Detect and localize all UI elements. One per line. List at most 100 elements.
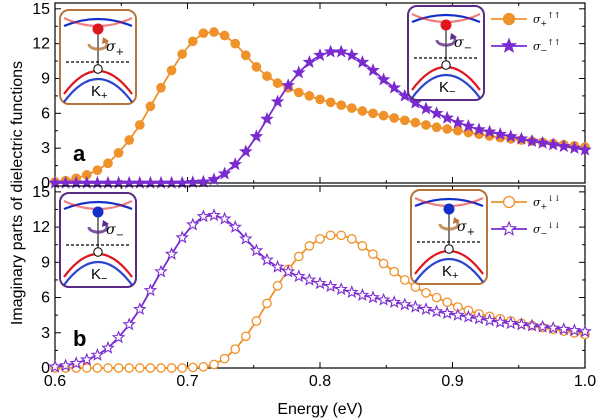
hole-circle xyxy=(441,60,451,70)
data-point xyxy=(578,324,592,338)
y-tick-label: 9 xyxy=(41,254,50,271)
data-point xyxy=(442,124,453,134)
inset-valley-label: K− xyxy=(91,266,107,285)
data-point xyxy=(346,103,357,113)
legend-marker xyxy=(502,12,516,26)
data-point xyxy=(209,359,219,370)
data-point xyxy=(304,91,315,101)
data-point xyxy=(145,363,156,373)
inset-valley-label: K− xyxy=(439,79,455,98)
data-point xyxy=(69,356,83,370)
conduction-band-upper xyxy=(414,197,484,208)
data-point xyxy=(124,135,135,145)
data-point xyxy=(461,118,476,132)
data-point xyxy=(346,233,357,244)
electron-dot xyxy=(92,206,104,218)
data-point xyxy=(325,230,336,241)
data-point xyxy=(366,63,380,77)
data-point xyxy=(48,175,62,189)
data-point xyxy=(281,78,295,92)
data-point xyxy=(504,129,518,143)
data-point xyxy=(186,175,200,189)
data-point xyxy=(334,282,348,296)
data-point xyxy=(198,361,209,372)
inset-a-right: σ− K− xyxy=(407,5,485,101)
data-point xyxy=(228,157,242,171)
data-point xyxy=(270,94,285,108)
circular-polarization-arrow xyxy=(438,219,460,231)
data-point xyxy=(251,62,262,72)
data-point xyxy=(431,122,442,133)
data-point xyxy=(315,233,325,244)
legend: σ+↓↓ σ−↓↓ xyxy=(491,194,561,238)
arrowhead-icon xyxy=(453,217,460,224)
circular-polarization-arrow xyxy=(435,35,457,47)
data-point xyxy=(209,27,219,37)
series-1 xyxy=(48,44,592,189)
data-point xyxy=(48,359,62,373)
circular-polarization-arrow xyxy=(87,39,109,51)
data-point xyxy=(81,363,92,373)
data-point xyxy=(325,97,336,108)
data-point xyxy=(482,124,497,138)
data-point xyxy=(355,288,370,301)
hole-circle xyxy=(93,247,103,257)
data-point xyxy=(103,158,113,169)
data-point xyxy=(122,317,136,331)
electron-dot xyxy=(92,23,104,35)
valence-band-lower xyxy=(414,257,484,283)
conduction-band-upper xyxy=(411,13,481,24)
arrowhead-icon xyxy=(102,37,109,44)
inset-valley-label: K+ xyxy=(442,263,458,282)
data-point xyxy=(133,302,147,316)
data-point xyxy=(345,285,359,299)
circular-polarization-arrow xyxy=(87,222,109,234)
data-point xyxy=(376,72,391,86)
data-point xyxy=(177,363,188,373)
data-point xyxy=(156,363,166,373)
data-point xyxy=(69,175,83,189)
series-1 xyxy=(48,208,592,373)
data-point xyxy=(164,175,179,189)
data-point xyxy=(292,269,306,283)
data-point xyxy=(133,175,147,189)
data-point xyxy=(90,347,105,361)
data-point xyxy=(398,297,412,311)
data-point xyxy=(493,315,507,328)
hole-circle xyxy=(93,64,103,74)
data-point xyxy=(228,219,242,233)
data-point xyxy=(92,165,103,176)
data-point xyxy=(260,112,274,125)
data-point xyxy=(239,231,253,245)
data-point xyxy=(355,55,370,68)
data-point xyxy=(249,129,264,143)
panel-label: b xyxy=(73,326,86,351)
data-point xyxy=(546,320,560,334)
data-point xyxy=(198,28,209,39)
data-point xyxy=(175,175,189,189)
data-point xyxy=(334,44,348,58)
legend-label: σ+↓↓ xyxy=(533,194,561,211)
data-point xyxy=(101,175,115,189)
conduction-band-upper xyxy=(63,200,133,211)
x-tick-label: 1.0 xyxy=(574,373,596,390)
data-point xyxy=(92,363,103,373)
x-tick-label: 0.6 xyxy=(44,373,66,390)
data-point xyxy=(442,297,453,308)
data-point xyxy=(525,318,539,332)
data-point xyxy=(101,340,115,354)
y-tick-label: 3 xyxy=(41,325,50,342)
x-tick-label: 0.8 xyxy=(309,373,331,390)
data-point xyxy=(219,353,230,364)
data-point xyxy=(461,309,476,323)
data-point xyxy=(389,113,400,123)
data-point xyxy=(378,110,389,121)
valence-band-lower xyxy=(63,77,133,103)
data-point xyxy=(387,80,401,94)
data-point xyxy=(272,78,283,88)
valence-band-lower xyxy=(63,260,133,286)
data-point xyxy=(58,175,73,189)
data-point xyxy=(186,217,200,231)
data-point xyxy=(557,322,571,336)
data-point xyxy=(482,313,497,327)
